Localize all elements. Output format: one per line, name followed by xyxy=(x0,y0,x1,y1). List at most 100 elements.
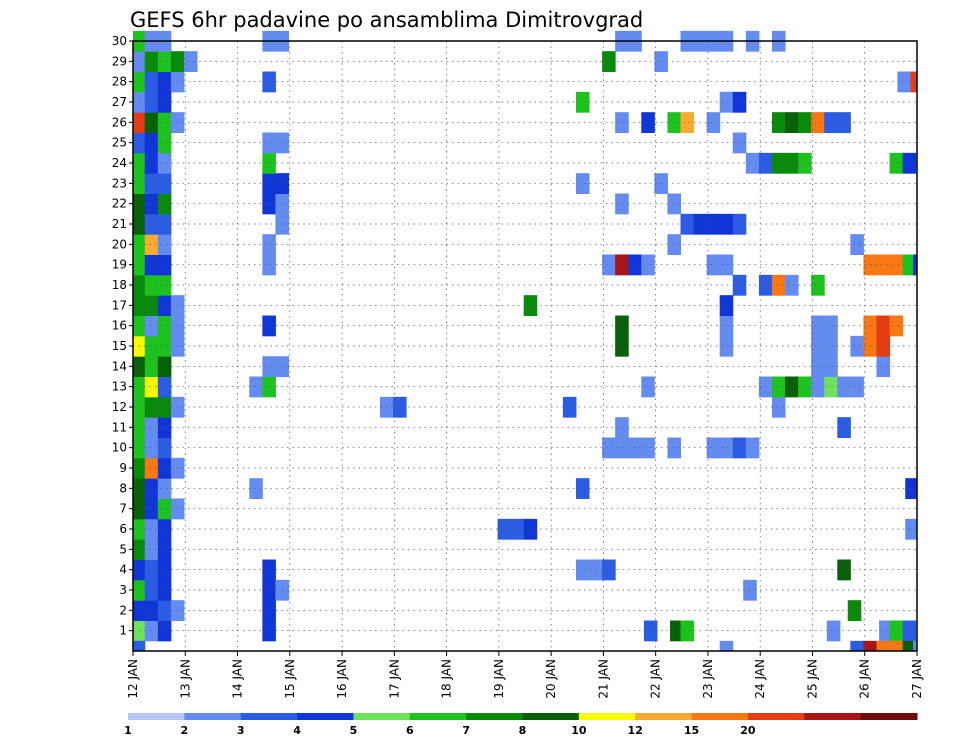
heatmap-cell xyxy=(811,315,825,337)
y-tick-label: 8 xyxy=(119,481,127,495)
x-tick-label: 22 JAN xyxy=(649,659,663,699)
heatmap-cell xyxy=(249,478,263,499)
heatmap-cell xyxy=(144,600,159,621)
heatmap-cell xyxy=(785,376,799,398)
heatmap-cell xyxy=(144,620,159,642)
colorbar-swatch xyxy=(860,713,918,720)
heatmap-cell xyxy=(144,51,159,72)
heatmap-cell xyxy=(144,295,159,316)
heatmap-cell xyxy=(157,91,172,113)
heatmap-cell xyxy=(641,112,655,133)
heatmap-cell xyxy=(144,356,159,377)
heatmap-cell xyxy=(615,112,629,133)
heatmap-cell xyxy=(144,91,159,113)
heatmap-cell xyxy=(876,356,891,377)
colorbar-swatch xyxy=(128,713,185,720)
heatmap-cell xyxy=(157,356,172,377)
x-tick-label: 16 JAN xyxy=(335,659,349,699)
heatmap-cell xyxy=(771,152,786,174)
heatmap-cell xyxy=(602,437,616,459)
heatmap-cell xyxy=(144,234,159,255)
heatmap-cell xyxy=(719,335,734,357)
heatmap-cell xyxy=(144,112,159,133)
heatmap-cell xyxy=(144,152,159,174)
colorbar-label: 2 xyxy=(181,724,189,737)
heatmap-cell xyxy=(811,376,825,398)
heatmap-cell xyxy=(575,559,590,581)
heatmap-cell xyxy=(785,274,799,296)
heatmap-cell xyxy=(719,254,734,276)
heatmap-cell xyxy=(824,335,838,357)
colorbar-label: 3 xyxy=(237,724,245,737)
heatmap-cell xyxy=(905,478,918,499)
heatmap-cell xyxy=(785,152,799,174)
x-tick-label: 20 JAN xyxy=(544,659,558,699)
heatmap-cell xyxy=(157,539,172,560)
heatmap-cell xyxy=(144,417,159,438)
heatmap-cell xyxy=(771,396,786,418)
heatmap-cell xyxy=(157,295,172,316)
x-tick-label: 21 JAN xyxy=(596,659,610,699)
heatmap-cell xyxy=(732,91,747,113)
heatmap-cell xyxy=(144,213,159,235)
x-tick-label: 25 JAN xyxy=(805,659,819,699)
colorbar-label: 6 xyxy=(406,724,414,737)
heatmap-cell xyxy=(144,396,159,418)
heatmap-cell xyxy=(719,315,734,337)
y-tick-label: 28 xyxy=(112,75,127,89)
y-tick-label: 5 xyxy=(119,542,127,556)
y-tick-label: 29 xyxy=(112,54,127,68)
heatmap-cell xyxy=(863,640,877,652)
heatmap-cell xyxy=(262,254,276,276)
heatmap-cell xyxy=(889,152,904,174)
y-tick-label: 13 xyxy=(112,380,127,394)
heatmap-cell xyxy=(575,91,590,113)
heatmap-cell xyxy=(667,234,681,255)
heatmap-cell xyxy=(771,112,786,133)
y-tick-label: 3 xyxy=(119,583,127,597)
heatmap-cell xyxy=(889,640,904,652)
heatmap-cell xyxy=(144,579,159,601)
heatmap-cell xyxy=(811,274,825,296)
heatmap-cell xyxy=(157,274,172,296)
x-tick-label: 14 JAN xyxy=(231,659,245,699)
heatmap-cell xyxy=(144,559,159,581)
heatmap-cell xyxy=(497,518,512,540)
x-tick-label: 26 JAN xyxy=(858,659,872,699)
x-tick-label: 19 JAN xyxy=(492,659,506,699)
heatmap-cell xyxy=(615,254,629,276)
heatmap-cell xyxy=(850,376,864,398)
colorbar: 1 2 3 4 5 6 7 8 10 12 15 20 xyxy=(124,713,918,737)
heatmap-cell xyxy=(157,437,172,459)
heatmap-cell xyxy=(157,559,172,581)
heatmap-cell xyxy=(157,132,172,154)
heatmap-cell xyxy=(144,457,159,479)
y-tick-label: 25 xyxy=(112,136,127,150)
heatmap-cell xyxy=(144,498,159,520)
heatmap-cell xyxy=(262,620,276,642)
x-tick-label: 13 JAN xyxy=(178,659,192,699)
heatmap-cell xyxy=(824,356,838,377)
y-tick-label: 30 xyxy=(112,34,127,48)
colorbar-swatch xyxy=(804,713,862,720)
heatmap-cell xyxy=(837,376,851,398)
heatmap-cell xyxy=(719,295,734,316)
y-tick-label: 22 xyxy=(112,197,127,211)
heatmap-cell xyxy=(144,437,159,459)
heatmap-cell xyxy=(824,315,838,337)
heatmap-cell xyxy=(157,335,172,357)
heatmap-cell xyxy=(157,234,172,255)
colorbar-swatch xyxy=(747,713,805,720)
heatmap-cell xyxy=(745,152,760,174)
heatmap-cell xyxy=(157,620,172,642)
x-tick-label: 27 JAN xyxy=(910,659,924,699)
heatmap-cell xyxy=(876,640,891,652)
heatmap-cell xyxy=(641,437,655,459)
heatmap-cell xyxy=(575,478,590,499)
heatmap-cell xyxy=(628,254,642,276)
heatmap-cell xyxy=(615,437,629,459)
heatmap-cell xyxy=(144,254,159,276)
heatmap-cell xyxy=(706,437,721,459)
colorbar-swatch xyxy=(635,713,693,720)
heatmap-cell xyxy=(615,315,629,337)
